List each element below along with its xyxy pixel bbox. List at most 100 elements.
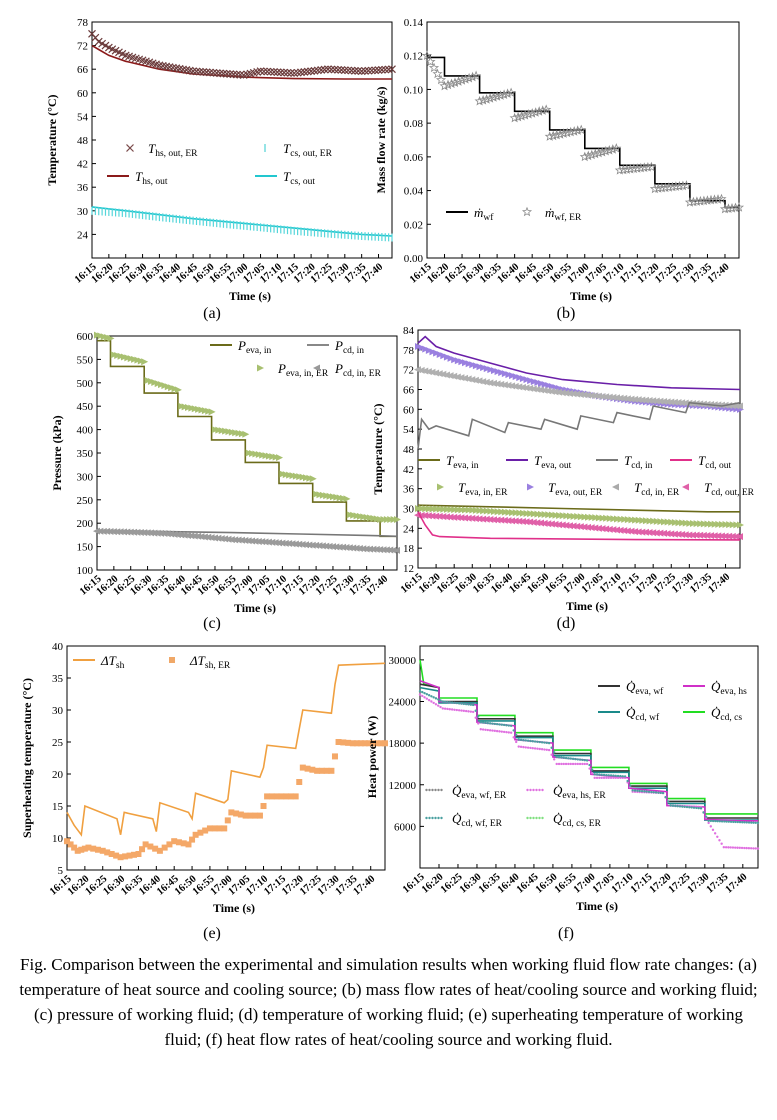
data-point (481, 94, 492, 104)
legend-label: Teva, out, ER (548, 480, 603, 498)
data-point (524, 746, 527, 749)
data-point (530, 107, 541, 117)
data-point (692, 531, 700, 539)
data-point (681, 531, 689, 539)
series-markers-6 (414, 511, 743, 541)
data-point (468, 376, 476, 384)
data-point (357, 740, 364, 747)
data-point (320, 65, 329, 74)
data-point (519, 509, 527, 517)
y-tick-label: 30000 (389, 655, 417, 667)
data-point (614, 774, 617, 777)
data-point (430, 695, 433, 698)
data-point (464, 72, 475, 83)
legend-swatch (682, 483, 689, 491)
y-axis-label: Temperature (°C) (45, 94, 59, 185)
data-point (74, 847, 81, 854)
data-point (435, 512, 443, 520)
x-axis-label: Time (s) (570, 289, 612, 303)
data-point (754, 847, 757, 850)
data-point (639, 162, 650, 173)
data-point (432, 512, 440, 520)
data-point (650, 517, 658, 525)
data-point (509, 112, 520, 123)
data-point (189, 836, 196, 843)
y-tick-label: 18000 (389, 738, 417, 750)
data-point (560, 762, 563, 766)
data-point (451, 356, 459, 364)
data-point (722, 521, 730, 529)
data-point (457, 709, 461, 712)
figure-caption: Fig. Comparison between the experimental… (19, 955, 758, 1049)
data-point (515, 517, 523, 525)
data-point (614, 776, 617, 780)
data-point (484, 728, 487, 731)
data-point (600, 776, 603, 780)
data-point (116, 528, 124, 536)
data-point (540, 519, 548, 527)
data-point (293, 68, 302, 77)
data-point (595, 776, 599, 780)
data-point (462, 359, 470, 367)
data-point (523, 376, 531, 384)
legend-swatch (437, 483, 444, 491)
data-point (487, 366, 495, 374)
data-point (689, 519, 697, 527)
y-tick-label: 600 (77, 331, 94, 343)
data-point (421, 367, 429, 375)
data-point (616, 526, 624, 534)
data-point (454, 357, 462, 365)
data-point (509, 731, 513, 734)
data-point (376, 546, 384, 554)
data-point (734, 820, 737, 824)
data-point (745, 846, 748, 850)
data-point (443, 707, 447, 710)
y-tick-label: 200 (77, 518, 94, 530)
legend-swatch (538, 816, 541, 820)
data-point (585, 513, 593, 521)
series-markers-3 (91, 206, 393, 242)
data-point (490, 367, 498, 375)
data-point (157, 529, 165, 537)
data-point (697, 520, 705, 528)
data-point (661, 791, 665, 795)
data-point (747, 847, 751, 850)
data-point (729, 521, 737, 529)
data-point (252, 812, 259, 819)
data-point (299, 764, 306, 771)
legend-swatch (440, 788, 443, 792)
data-point (327, 65, 336, 74)
data-point (613, 515, 621, 523)
legend-entry: Teva, out (506, 453, 572, 471)
data-point (432, 68, 443, 79)
data-point (667, 530, 675, 538)
data-point (476, 507, 484, 515)
data-point (720, 842, 723, 845)
data-point (486, 516, 494, 524)
data-point (676, 805, 679, 808)
data-point (424, 368, 432, 376)
data-point (515, 733, 518, 737)
data-point (699, 807, 703, 810)
data-point (273, 68, 282, 77)
data-point (583, 150, 594, 161)
data-point (710, 532, 718, 540)
data-point (450, 701, 454, 704)
data-point (628, 516, 636, 524)
data-point (564, 762, 568, 766)
data-point (292, 793, 299, 800)
data-point (314, 767, 321, 774)
data-point (558, 389, 566, 397)
data-point (71, 844, 78, 851)
data-point (505, 730, 508, 734)
data-point (224, 535, 232, 543)
legend-label: Q̇eva, hs, ER (553, 783, 606, 801)
data-point (702, 195, 713, 205)
data-point (652, 529, 660, 537)
data-point (578, 762, 582, 766)
data-point (166, 841, 173, 848)
data-point (441, 700, 444, 703)
data-point (717, 401, 725, 409)
legend-label: Pcd, in, ER (334, 361, 382, 379)
data-point (552, 751, 556, 754)
